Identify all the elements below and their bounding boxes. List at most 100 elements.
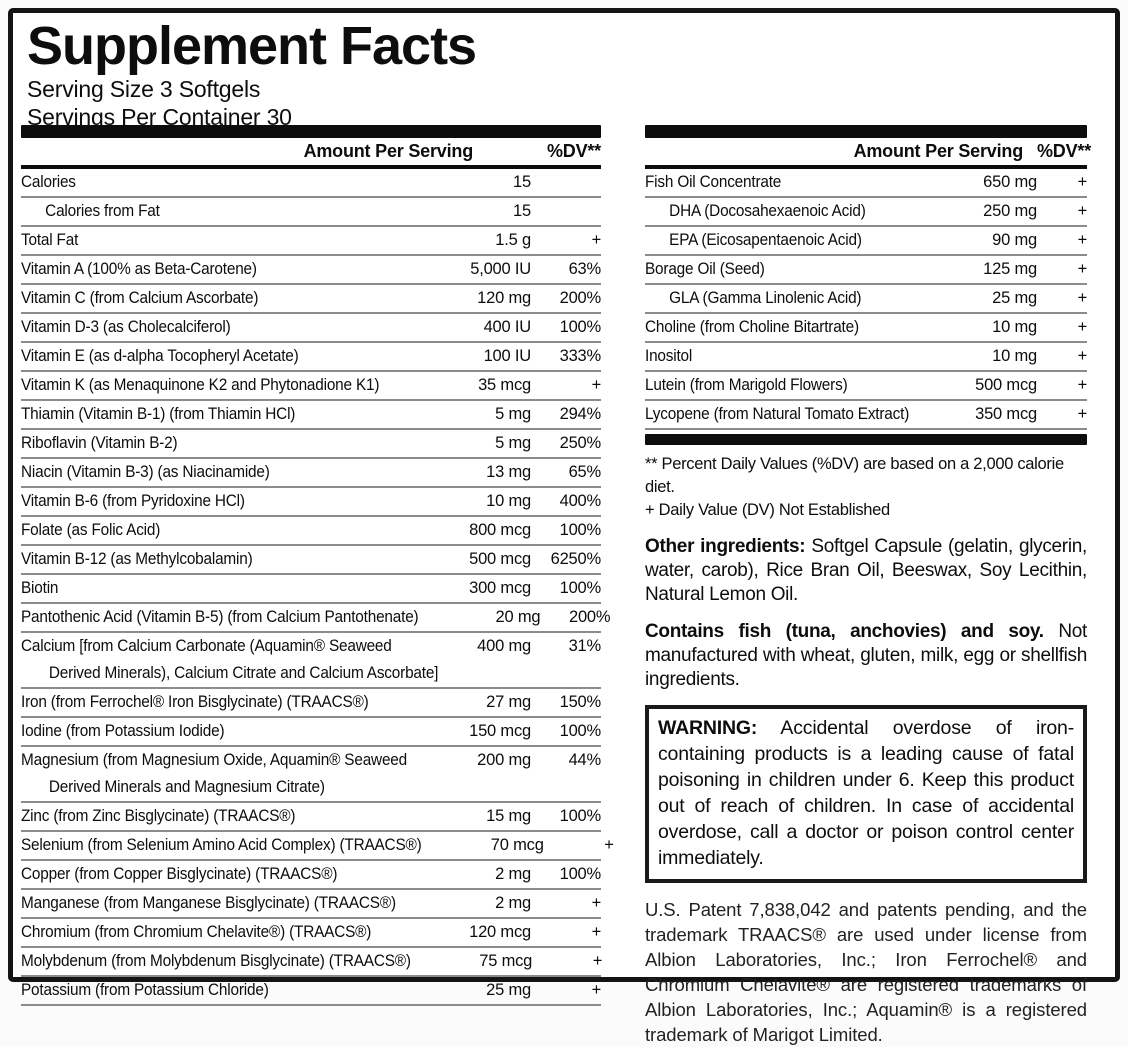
nutrient-amount: 100 IU: [483, 347, 532, 365]
nutrient-name: Magnesium (from Magnesium Oxide, Aquamin…: [21, 751, 408, 769]
nutrient-name: Folate (as Folic Acid): [21, 521, 161, 539]
table-row: Potassium (from Potassium Chloride) 25 mg…: [21, 977, 601, 1006]
nutrient-amount: 2 mg: [495, 894, 531, 912]
table-row: Iron (from Ferrochel® Iron Bisglycinate)…: [21, 689, 601, 718]
nutrient-name: Inositol: [645, 347, 693, 365]
supplement-facts-label: Supplement Facts Serving Size 3 Softgels…: [8, 8, 1120, 1045]
nutrient-daily-value: [531, 169, 601, 196]
nutrient-name: Potassium (from Potassium Chloride): [21, 981, 269, 999]
table-row: Molybdenum (from Molybdenum Bisglycinate…: [21, 948, 602, 977]
nutrient-name: Thiamin (Vitamin B-1) (from Thiamin HCl): [21, 405, 296, 423]
nutrient-amount: 300 mcg: [469, 579, 531, 597]
nutrient-daily-value: 65%: [568, 463, 602, 481]
nutrient-name: Biotin: [21, 579, 59, 597]
table-row: Folate (as Folic Acid) 800 mcg 100%: [21, 517, 601, 546]
nutrient-amount: 70 mcg: [490, 836, 544, 854]
nutrient-amount: 10 mg: [486, 492, 531, 510]
nutrient-amount: 10 mg: [992, 318, 1037, 336]
nutrient-daily-value: 400%: [559, 492, 602, 510]
table-row: Magnesium (from Magnesium Oxide, Aquamin…: [21, 747, 601, 803]
nutrient-name: Copper (from Copper Bisglycinate) (TRAAC…: [21, 865, 338, 883]
nutrient-amount: 400 IU: [483, 318, 532, 336]
nutrient-amount: 15: [513, 173, 531, 191]
table-row: Vitamin C (from Calcium Ascorbate) 120 mg…: [21, 285, 601, 314]
nutrient-daily-value: +: [591, 231, 602, 249]
nutrient-amount: 5 mg: [495, 434, 531, 452]
table-row: Vitamin D-3 (as Cholecalciferol) 400 IU 10…: [21, 314, 601, 343]
nutrient-amount: 15: [513, 202, 531, 220]
nutrient-amount: 250 mg: [983, 202, 1037, 220]
nutrient-daily-value: 333%: [559, 347, 602, 365]
nutrient-daily-value: +: [1077, 202, 1088, 220]
nutrient-amount: 400 mg: [477, 637, 531, 655]
nutrient-name: Total Fat: [21, 231, 79, 249]
nutrient-name: Selenium (from Selenium Amino Acid Compl…: [21, 836, 422, 854]
table-row: Niacin (Vitamin B-3) (as Niacinamide) 13 …: [21, 459, 601, 488]
table-row: Iodine (from Potassium Iodide) 150 mcg 100…: [21, 718, 601, 747]
nutrient-amount: 800 mcg: [469, 521, 531, 539]
nutrient-daily-value: 6250%: [550, 550, 602, 568]
warning-label: WARNING:: [658, 717, 758, 739]
nutrient-amount: 75 mcg: [479, 952, 533, 970]
nutrient-amount: 2 mg: [495, 865, 531, 883]
table-row: Calories from Fat 15: [21, 198, 601, 227]
nutrient-name: EPA (Eicosapentaenoic Acid): [669, 231, 862, 249]
nutrient-daily-value: +: [1077, 173, 1088, 191]
nutrient-name: Vitamin E (as d-alpha Tocopheryl Acetate…: [21, 347, 299, 365]
patent-trademark-paragraph: U.S. Patent 7,838,042 and patents pendin…: [645, 899, 1087, 1045]
nutrient-daily-value: +: [591, 894, 602, 912]
nutrient-daily-value: +: [591, 376, 602, 394]
percent-dv-header: %DV**: [546, 141, 601, 161]
footnotes: ** Percent Daily Values (%DV) are based …: [645, 453, 1087, 522]
nutrient-name: Molybdenum (from Molybdenum Bisglycinate…: [21, 952, 411, 970]
nutrient-amount: 1.5 g: [495, 231, 531, 249]
table-row: Thiamin (Vitamin B-1) (from Thiamin HCl)…: [21, 401, 601, 430]
table-row: GLA (Gamma Linolenic Acid) 25 mg +: [645, 285, 1087, 314]
table-row: EPA (Eicosapentaenoic Acid) 90 mg +: [645, 227, 1087, 256]
table-row: Vitamin B-12 (as Methylcobalamin) 500 mcg…: [21, 546, 601, 575]
nutrient-amount: 150 mcg: [469, 722, 531, 740]
table-row: Total Fat 1.5 g +: [21, 227, 601, 256]
nutrient-daily-value: +: [591, 981, 602, 999]
percent-dv-footnote: ** Percent Daily Values (%DV) are based …: [645, 455, 1064, 496]
nutrient-name: Niacin (Vitamin B-3) (as Niacinamide): [21, 463, 270, 481]
nutrient-name-continued: Derived Minerals and Magnesium Citrate): [48, 778, 325, 796]
table-row: Calories 15: [21, 169, 601, 198]
nutrient-amount: 120 mcg: [469, 923, 531, 941]
nutrient-daily-value: [531, 198, 601, 225]
nutrient-daily-value: +: [1077, 318, 1088, 336]
right-table-rows: Fish Oil Concentrate 650 mg + DHA (Docosahe…: [645, 165, 1087, 430]
nutrient-amount: 120 mg: [477, 289, 531, 307]
table-row: Lycopene (from Natural Tomato Extract) 35…: [645, 401, 1087, 430]
nutrient-amount: 5,000 IU: [470, 260, 531, 278]
nutrient-amount: 90 mg: [992, 231, 1037, 249]
nutrient-daily-value: 294%: [559, 405, 602, 423]
nutrient-name: Manganese (from Manganese Bisglycinate) …: [21, 894, 396, 912]
nutrient-daily-value: +: [1077, 231, 1088, 249]
nutrient-amount: 5 mg: [495, 405, 531, 423]
dv-not-established-footnote: + Daily Value (DV) Not Established: [645, 501, 890, 519]
amount-per-serving-header: Amount Per Serving: [853, 141, 1024, 161]
table-row: Inositol 10 mg +: [645, 343, 1087, 372]
table-row: Riboflavin (Vitamin B-2) 5 mg 250%: [21, 430, 601, 459]
warning-text: Accidental overdose of iron-containing p…: [658, 717, 1074, 869]
other-ingredients-paragraph: Other ingredients: Softgel Capsule (gela…: [645, 535, 1087, 607]
nutrient-amount: 350 mcg: [975, 405, 1037, 423]
table-row: Chromium (from Chromium Chelavite®) (TRA…: [21, 919, 601, 948]
nutrient-name: Pantothenic Acid (Vitamin B-5) (from Cal…: [21, 608, 419, 626]
nutrient-daily-value: 100%: [559, 318, 602, 336]
nutrient-name: Vitamin A (100% as Beta-Carotene): [21, 260, 257, 278]
nutrient-daily-value: +: [1077, 260, 1088, 278]
nutrient-amount: 500 mcg: [469, 550, 531, 568]
nutrient-name: Lycopene (from Natural Tomato Extract): [645, 405, 910, 423]
nutrient-daily-value: 31%: [568, 637, 602, 655]
nutrient-name: Vitamin K (as Menaquinone K2 and Phytona…: [21, 376, 380, 394]
nutrient-name: Calcium [from Calcium Carbonate (Aquamin…: [21, 637, 392, 655]
nutrient-name: Calories: [21, 173, 76, 191]
nutrient-amount: 10 mg: [992, 347, 1037, 365]
nutrient-name: Iron (from Ferrochel® Iron Bisglycinate)…: [21, 693, 369, 711]
left-table-rows: Calories 15 Calories from Fat 15 Total Fat 1.…: [21, 165, 614, 1006]
table-row: Fish Oil Concentrate 650 mg +: [645, 169, 1087, 198]
nutrient-name: Calories from Fat: [45, 202, 160, 220]
other-ingredients-text: Softgel Capsule (gelatin, glycerin, wate…: [645, 536, 1087, 605]
